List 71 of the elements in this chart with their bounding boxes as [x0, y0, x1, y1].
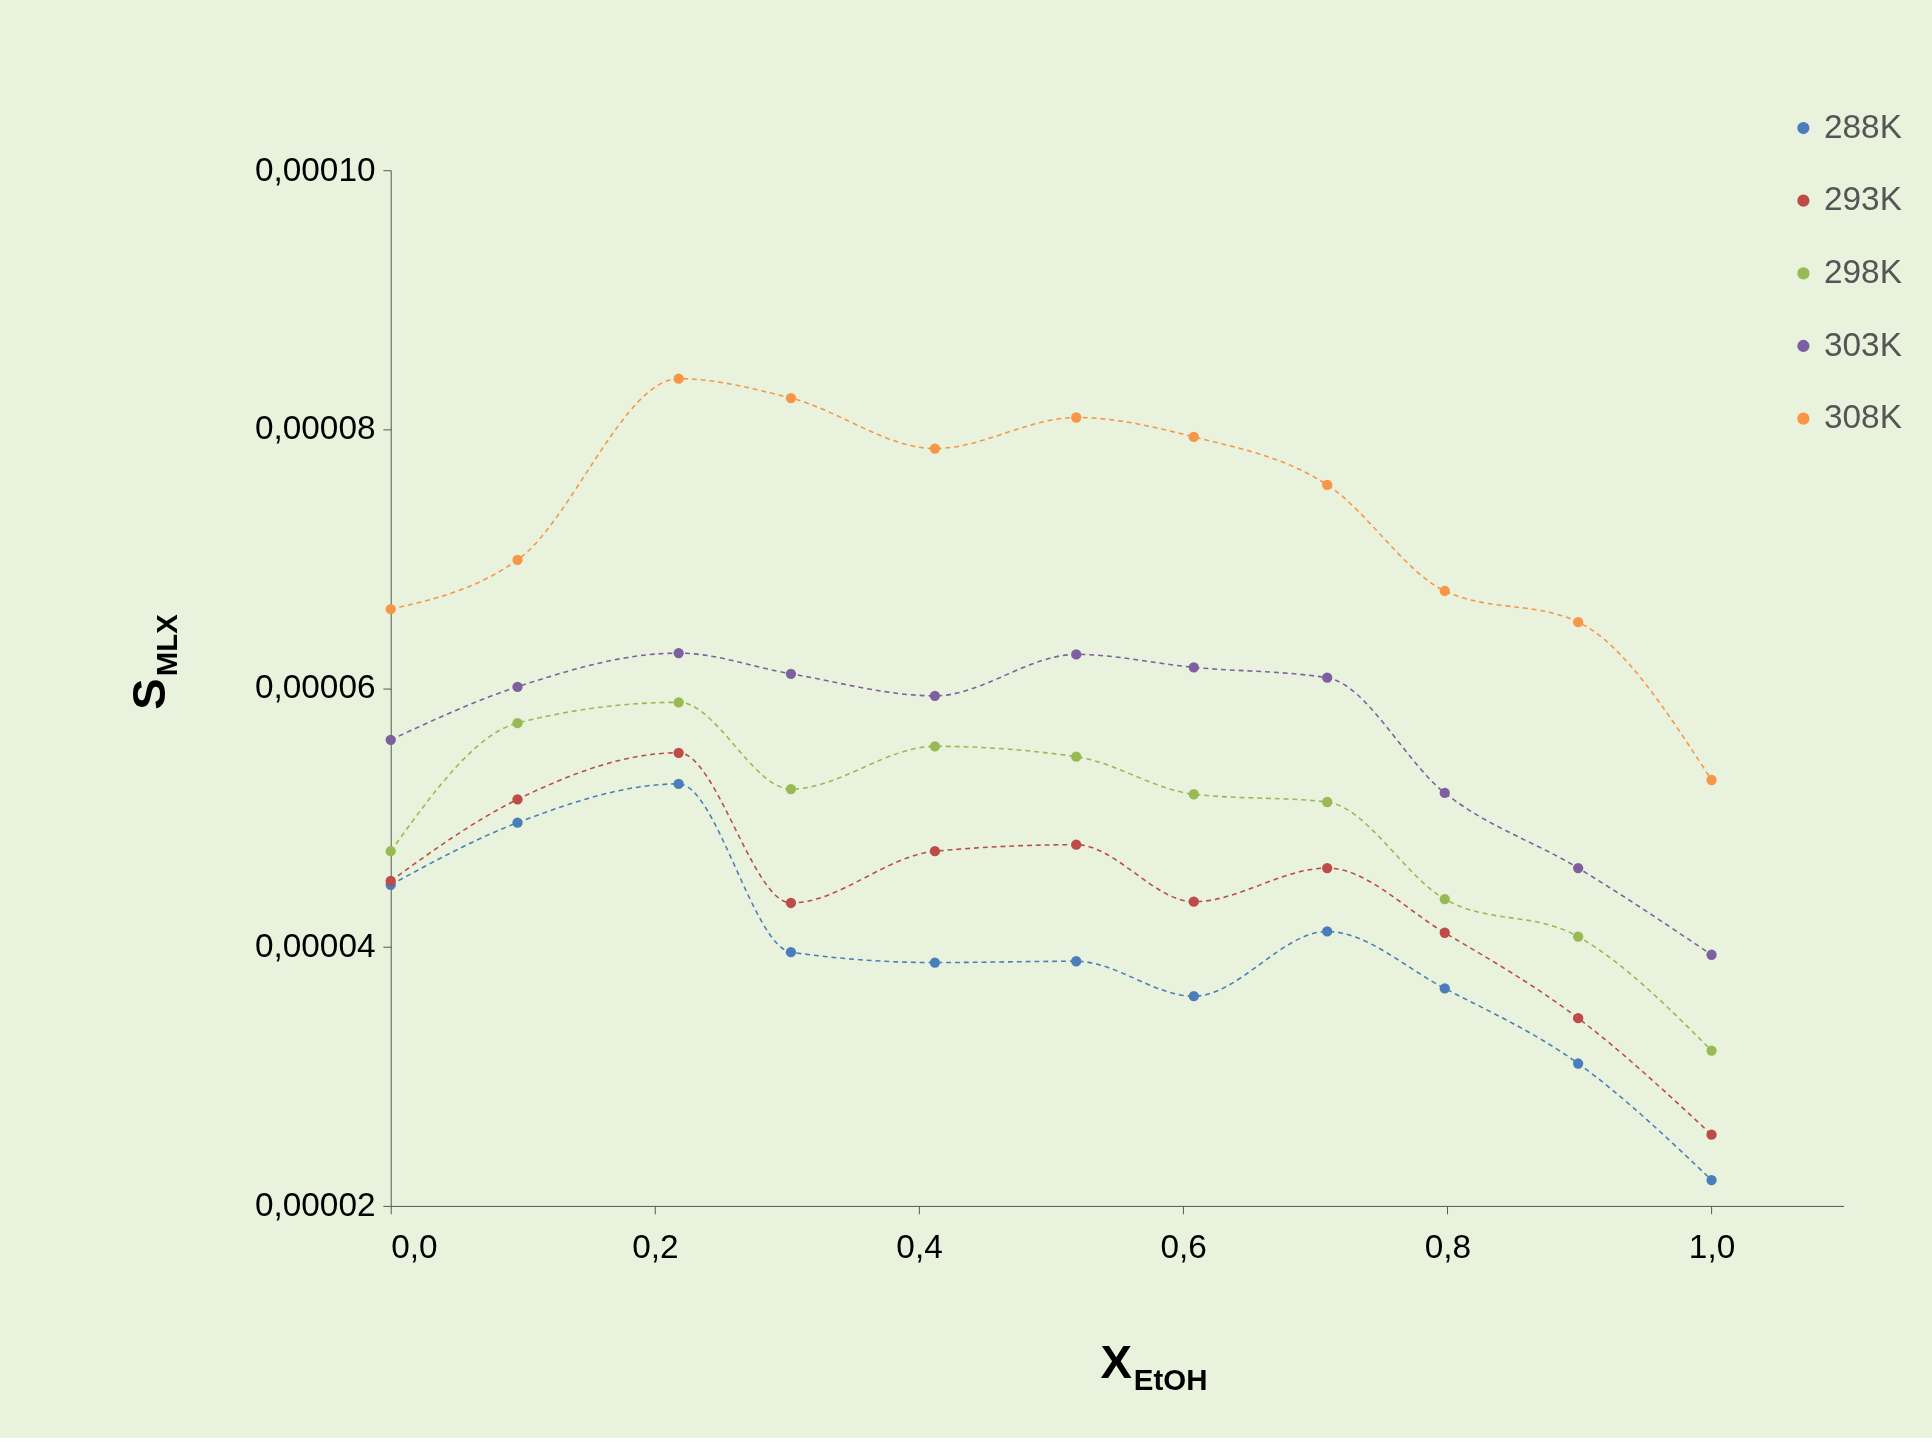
x-tick-label: 0,6 [1160, 1228, 1207, 1266]
point [1071, 412, 1082, 423]
point [1573, 862, 1584, 874]
point [1573, 1013, 1584, 1024]
point [512, 681, 523, 692]
point [1188, 662, 1199, 673]
point [1188, 991, 1199, 1002]
point [673, 778, 684, 790]
point [929, 846, 941, 857]
point [1322, 672, 1333, 683]
point [785, 783, 797, 795]
legend-label: 293K [1824, 180, 1902, 218]
point [1188, 789, 1199, 800]
x-tick-label: 0,4 [896, 1228, 943, 1266]
point [512, 817, 523, 828]
point [929, 690, 941, 701]
point [673, 373, 684, 384]
point [1188, 431, 1199, 443]
point [512, 717, 523, 729]
point [785, 947, 797, 958]
point [673, 747, 684, 758]
point [1439, 927, 1450, 938]
x-tick-label: 0,2 [632, 1228, 679, 1266]
point [1322, 479, 1333, 490]
legend-label: 308K [1824, 398, 1902, 436]
point [929, 957, 941, 968]
y-axis-title: SMLX [121, 613, 183, 710]
y-tick-label: 0,00010 [254, 150, 376, 188]
point [1322, 926, 1333, 937]
point [385, 734, 396, 745]
point [1706, 774, 1717, 786]
point [1071, 956, 1082, 967]
y-tick-label: 0,00006 [254, 668, 376, 706]
point [1322, 862, 1333, 874]
point [385, 875, 396, 887]
point [929, 443, 941, 454]
point [512, 554, 523, 566]
legend-label: 288K [1824, 107, 1902, 145]
point [1439, 983, 1450, 994]
x-tick-label: 1,0 [1688, 1228, 1736, 1266]
point [512, 794, 523, 805]
point [929, 741, 941, 752]
legend-label: 298K [1824, 253, 1902, 291]
point [785, 392, 797, 404]
point [1706, 1129, 1717, 1140]
point [1706, 949, 1717, 960]
point [1573, 616, 1584, 628]
point [1071, 751, 1082, 762]
point [1439, 893, 1450, 905]
x-tick-label: 0,8 [1424, 1228, 1472, 1266]
point [1071, 839, 1082, 850]
point [673, 647, 684, 659]
point [1071, 649, 1082, 660]
y-tick-label: 0,00004 [254, 927, 376, 965]
point [1188, 896, 1199, 907]
legend-label: 303K [1824, 325, 1902, 363]
y-tick-label: 0,00002 [254, 1186, 376, 1224]
point [785, 897, 797, 909]
point [1706, 1174, 1717, 1186]
point [385, 846, 396, 857]
point [385, 603, 396, 615]
point [1573, 1058, 1584, 1069]
point [1322, 796, 1333, 808]
point [1439, 787, 1450, 799]
point [1706, 1045, 1717, 1056]
point [785, 668, 797, 679]
point [1573, 931, 1584, 942]
point [673, 697, 684, 708]
y-tick-label: 0,00008 [254, 409, 376, 447]
x-tick-label: 0,0 [391, 1228, 438, 1266]
point [1439, 585, 1450, 597]
